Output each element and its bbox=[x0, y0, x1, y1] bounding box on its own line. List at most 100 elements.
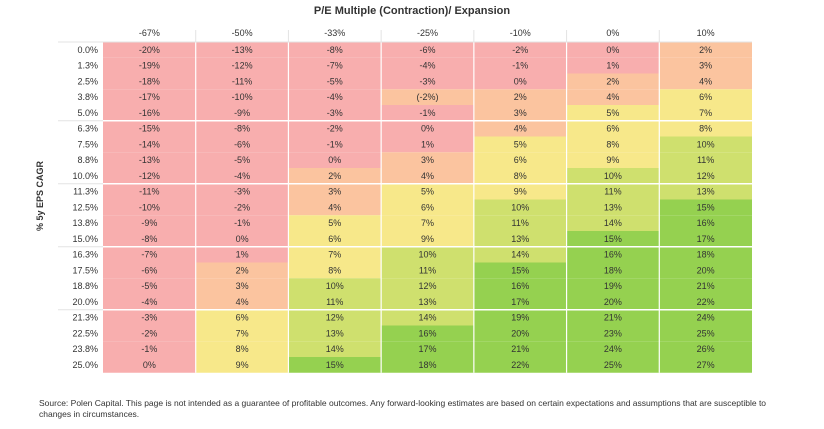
heatmap-cell bbox=[473, 42, 567, 58]
heatmap-cell bbox=[473, 105, 567, 121]
cell-value: 17% bbox=[418, 344, 436, 354]
cell-value: -12% bbox=[139, 171, 160, 181]
cell-value: 18% bbox=[697, 250, 715, 260]
cell-value: -1% bbox=[234, 218, 250, 228]
row-label: 17.5% bbox=[72, 265, 98, 275]
heatmap-cell bbox=[195, 278, 289, 294]
heatmap-cell bbox=[381, 278, 474, 294]
heatmap-cell bbox=[103, 325, 196, 342]
heatmap-cell bbox=[381, 199, 474, 216]
heatmap-cell bbox=[473, 246, 567, 263]
cell-value: 5% bbox=[328, 218, 341, 228]
cell-value: -10% bbox=[232, 92, 253, 102]
heatmap-cell bbox=[288, 278, 382, 294]
heatmap-cell bbox=[381, 231, 474, 247]
cell-value: 2% bbox=[328, 171, 341, 181]
cell-value: -1% bbox=[419, 108, 435, 118]
cell-value: 14% bbox=[326, 344, 344, 354]
heatmap-cell bbox=[288, 89, 382, 105]
cell-value: 14% bbox=[511, 250, 529, 260]
cell-value: -8% bbox=[327, 45, 343, 55]
heatmap-cell bbox=[473, 168, 567, 184]
cell-value: 0% bbox=[143, 360, 156, 370]
row-label: 15.0% bbox=[72, 234, 98, 244]
heatmap-cell bbox=[473, 57, 567, 74]
heatmap-cell bbox=[195, 246, 289, 263]
heatmap-cell bbox=[659, 89, 752, 105]
cell-value: -3% bbox=[234, 187, 250, 197]
heatmap-cell bbox=[566, 231, 660, 247]
cell-value: 0% bbox=[236, 234, 249, 244]
cell-value: 4% bbox=[421, 171, 434, 181]
heatmap-cell bbox=[195, 152, 289, 168]
cell-value: -9% bbox=[234, 108, 250, 118]
cell-value: -4% bbox=[234, 171, 250, 181]
heatmap-cell bbox=[195, 325, 289, 342]
cell-value: 14% bbox=[604, 218, 622, 228]
heatmap-cell bbox=[195, 120, 289, 137]
cell-value: 6% bbox=[514, 155, 527, 165]
heatmap-cell bbox=[195, 199, 289, 216]
cell-value: 7% bbox=[421, 218, 434, 228]
cell-value: -4% bbox=[327, 92, 343, 102]
cell-value: 15% bbox=[604, 234, 622, 244]
heatmap-cell bbox=[473, 199, 567, 216]
row-label: 22.5% bbox=[72, 328, 98, 338]
heatmap-cell bbox=[195, 105, 289, 121]
cell-value: 2% bbox=[514, 92, 527, 102]
heatmap-cell bbox=[659, 105, 752, 121]
cell-value: 13% bbox=[326, 328, 344, 338]
heatmap-cell bbox=[288, 183, 382, 200]
column-header: -10% bbox=[510, 28, 531, 38]
cell-value: 15% bbox=[511, 265, 529, 275]
heatmap-cell bbox=[103, 278, 196, 294]
cell-value: -12% bbox=[232, 61, 253, 71]
column-header: -25% bbox=[417, 28, 438, 38]
heatmap-cell bbox=[473, 89, 567, 105]
heatmap-cell bbox=[659, 294, 752, 310]
heatmap-cell bbox=[288, 341, 382, 357]
heatmap-cell bbox=[566, 152, 660, 168]
heatmap-cell bbox=[103, 199, 196, 216]
heatmap-cell bbox=[566, 42, 660, 58]
heatmap-cell bbox=[659, 278, 752, 294]
cell-value: -7% bbox=[141, 250, 157, 260]
heatmap-cell bbox=[566, 215, 660, 231]
cell-value: 16% bbox=[604, 250, 622, 260]
cell-value: -5% bbox=[141, 281, 157, 291]
cell-value: 21% bbox=[604, 313, 622, 323]
heatmap-chart: -67% -50% -33% -25% -10% 0% 10% 0.0% -20% -13% -8%… bbox=[58, 28, 752, 373]
heatmap-cell bbox=[288, 357, 382, 373]
cell-value: 0% bbox=[514, 76, 527, 86]
heatmap-cell bbox=[103, 73, 196, 90]
cell-value: 18% bbox=[418, 360, 436, 370]
heatmap-cell bbox=[659, 231, 752, 247]
heatmap-cell bbox=[195, 183, 289, 200]
heatmap-cell bbox=[566, 357, 660, 373]
heatmap-cell bbox=[195, 57, 289, 74]
cell-value: 6% bbox=[236, 313, 249, 323]
cell-value: -16% bbox=[139, 108, 160, 118]
heatmap-cell bbox=[566, 168, 660, 184]
cell-value: 9% bbox=[514, 187, 527, 197]
cell-value: -5% bbox=[327, 76, 343, 86]
cell-value: -8% bbox=[234, 124, 250, 134]
heatmap-cell bbox=[381, 105, 474, 121]
cell-value: 2% bbox=[236, 265, 249, 275]
cell-value: -13% bbox=[232, 45, 253, 55]
cell-value: 20% bbox=[604, 297, 622, 307]
heatmap-cell bbox=[381, 325, 474, 342]
cell-value: -6% bbox=[419, 45, 435, 55]
heatmap-cell bbox=[288, 325, 382, 342]
heatmap-cell bbox=[195, 357, 289, 373]
cell-value: 1% bbox=[236, 250, 249, 260]
heatmap-cell bbox=[103, 183, 196, 200]
heatmap-cell bbox=[473, 262, 567, 279]
cell-value: -1% bbox=[327, 139, 343, 149]
column-header: -67% bbox=[139, 28, 160, 38]
cell-value: -14% bbox=[139, 139, 160, 149]
cell-value: 12% bbox=[697, 171, 715, 181]
cell-value: 8% bbox=[514, 171, 527, 181]
heatmap-cell bbox=[103, 262, 196, 279]
heatmap-cell bbox=[103, 42, 196, 58]
